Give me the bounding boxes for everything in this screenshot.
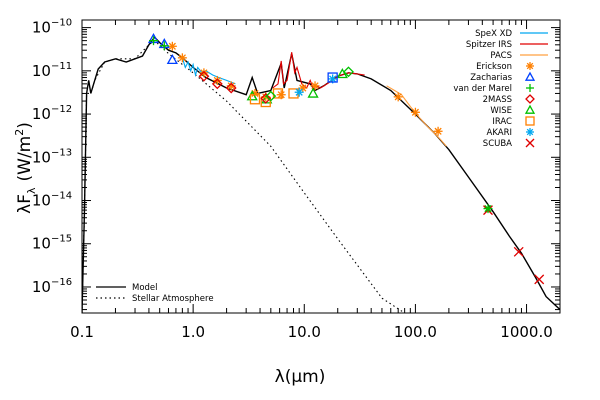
- marker-erickson-11: [410, 107, 420, 117]
- legend-label-irac: IRAC: [492, 117, 512, 127]
- marker-green-diamond-1: [343, 66, 354, 78]
- x-tick-label-4: 1000.0: [500, 323, 553, 341]
- marker-wise-2: [307, 87, 319, 98]
- marker-green-diamond-0: [265, 90, 277, 102]
- tick-layer: 0.1 1.0 10.0 100.0 1000.0 10−10 10−11 10−12 10−1…: [32, 18, 561, 341]
- legend-label-zacharias: Zacharias: [470, 73, 512, 83]
- x-tick-label-3: 100.0: [394, 323, 437, 341]
- legend-label-van-der-marel: van der Marel: [453, 84, 512, 94]
- marker-akari-0: [294, 87, 304, 97]
- legend-label-stellar-atmosphere: Stellar Atmosphere: [132, 294, 214, 304]
- marker-wise-3: [336, 68, 348, 79]
- x-axis-title: λ(μm): [275, 367, 326, 387]
- marker-2mass-2: [225, 82, 237, 94]
- y-title-units-end: ): [15, 122, 35, 129]
- legend-swatch-wise: [524, 104, 536, 114]
- marker-zacharias-2: [166, 53, 178, 65]
- legend-swatch-scuba: [525, 138, 535, 148]
- legend-label-pacs: PACS: [490, 51, 512, 61]
- marker-irac-0: [249, 94, 261, 105]
- legend-label-spitzer-irs: Spitzer IRS: [466, 40, 512, 50]
- legend-label-2mass: 2MASS: [483, 95, 512, 105]
- marker-erickson-12: [433, 126, 443, 136]
- y-title-units-sup: 2: [13, 129, 26, 136]
- y-tick-label-6: 10−16: [32, 277, 72, 296]
- series-stellar-atmosphere: [82, 39, 405, 313]
- marker-akari-1: [328, 74, 338, 84]
- marker-submm-green-0: [483, 204, 493, 214]
- y-tick-label-5: 10−15: [32, 234, 72, 253]
- y-tick-label-0: 10−10: [32, 18, 72, 37]
- marker-scuba-2: [534, 274, 545, 285]
- legend-label-erickson: Erickson: [476, 62, 512, 72]
- y-axis-title-text: λFλ (W/m2): [13, 122, 38, 214]
- marker-erickson-3: [212, 75, 222, 85]
- legend-label-spex-xd: SpeX XD: [475, 29, 512, 39]
- series-spex-xd: [181, 57, 236, 85]
- y-axis-title: λFλ (W/m2): [13, 122, 38, 214]
- legend-swatch-zacharias: [524, 71, 536, 81]
- y-title-sub: λ: [25, 187, 38, 194]
- legend-label-akari: AKARI: [487, 128, 512, 138]
- marker-erickson-10: [393, 92, 403, 102]
- marker-2mass-0: [198, 70, 210, 82]
- legend-swatch-2mass: [525, 94, 535, 104]
- marker-erickson-9: [310, 81, 320, 91]
- marker-erickson-5: [250, 88, 260, 98]
- legend-swatch-erickson: [526, 62, 534, 70]
- marker-irac-1: [260, 96, 271, 108]
- marker-van-der-marel-1: [159, 41, 169, 51]
- legend-swatch-irac: [525, 116, 535, 126]
- y-tick-label-3: 10−13: [32, 147, 72, 166]
- x-tick-label-2: 10.0: [288, 323, 321, 341]
- y-title-main: λF: [15, 194, 35, 214]
- marker-erickson-2: [199, 68, 209, 78]
- marker-blue-square-0: [327, 72, 338, 83]
- marker-layer: [147, 32, 545, 285]
- y-tick-label-4: 10−14: [32, 191, 72, 210]
- x-tick-label-1: 1.0: [181, 323, 205, 341]
- marker-scuba-1: [513, 246, 524, 257]
- legend-label-wise: WISE: [490, 106, 512, 116]
- marker-2mass-1: [211, 78, 223, 90]
- y-tick-label-1: 10−11: [32, 61, 72, 80]
- series-pacs: [386, 85, 447, 147]
- marker-zacharias-red-0: [260, 93, 272, 104]
- marker-erickson-0: [167, 41, 177, 51]
- legend-label-scuba: SCUBA: [483, 139, 512, 149]
- y-tick-label-2: 10−12: [32, 104, 72, 123]
- x-tick-label-0: 0.1: [70, 323, 94, 341]
- legend-label-model: Model: [132, 283, 158, 293]
- marker-erickson-1: [177, 53, 187, 63]
- y-title-units: (W/m: [15, 136, 35, 182]
- marker-van-der-marel-0: [149, 36, 159, 46]
- legend-swatch-akari: [526, 128, 534, 136]
- legend-swatch-van-der-marel: [526, 84, 534, 92]
